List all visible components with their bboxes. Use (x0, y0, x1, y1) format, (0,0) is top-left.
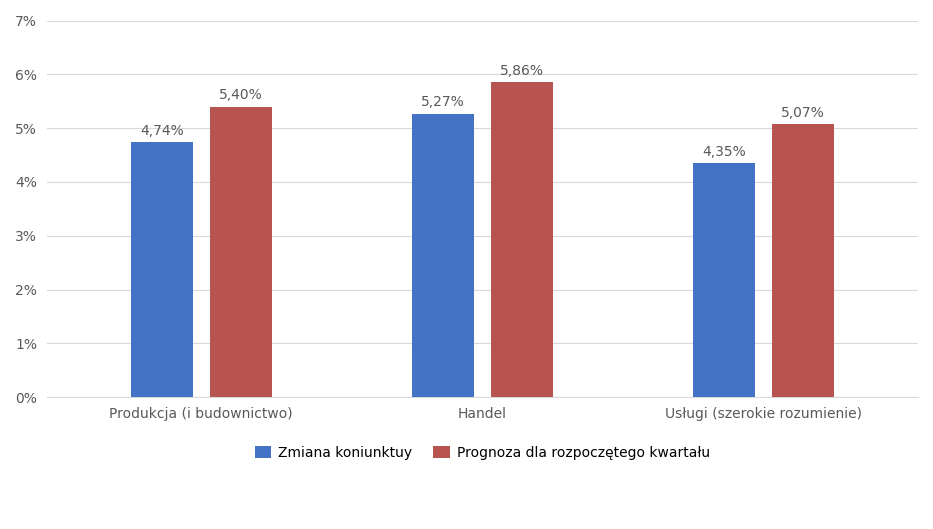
Text: 5,07%: 5,07% (781, 106, 825, 120)
Bar (412, 114, 474, 397)
Text: 4,35%: 4,35% (703, 145, 746, 159)
Bar (693, 163, 755, 397)
Text: 5,86%: 5,86% (500, 63, 544, 78)
Text: 5,40%: 5,40% (218, 88, 262, 102)
Text: 5,27%: 5,27% (421, 95, 465, 110)
Legend: Zmiana koniunktuy, Prognoza dla rozpoczętego kwartału: Zmiana koniunktuy, Prognoza dla rozpoczę… (249, 441, 716, 466)
Bar (772, 124, 834, 397)
Bar (491, 82, 552, 397)
Text: 4,74%: 4,74% (140, 124, 184, 138)
Bar (210, 106, 272, 397)
Bar (131, 142, 193, 397)
